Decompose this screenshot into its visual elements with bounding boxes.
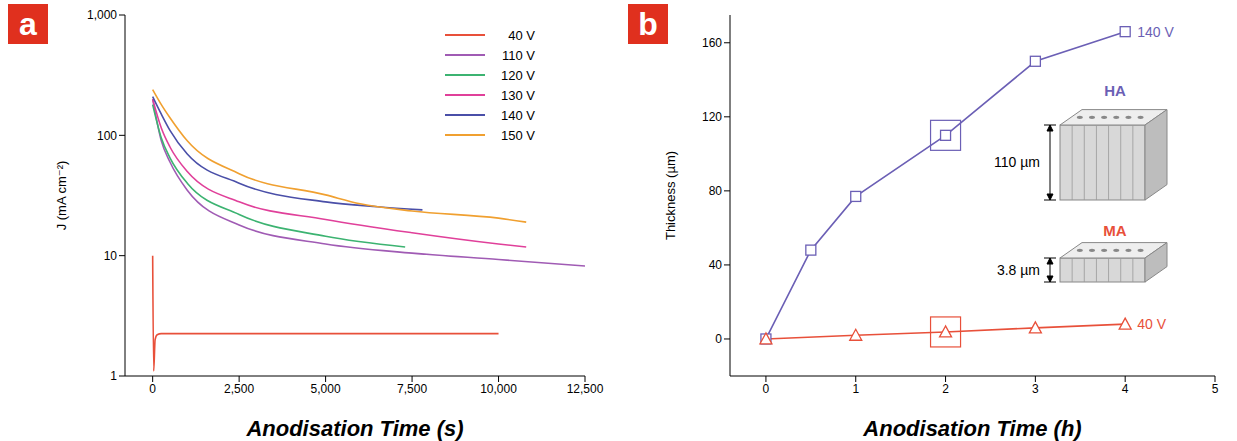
svg-text:110 µm: 110 µm [994, 154, 1040, 170]
svg-text:7,500: 7,500 [397, 382, 427, 396]
svg-text:J (mA cm⁻²): J (mA cm⁻²) [54, 161, 69, 231]
svg-text:3.8 µm: 3.8 µm [997, 262, 1040, 278]
html-text:140 V: 140 V [501, 107, 535, 123]
svg-text:100: 100 [97, 129, 117, 143]
svg-text:1,000: 1,000 [87, 8, 117, 22]
svg-text:10: 10 [104, 249, 118, 263]
svg-text:3: 3 [1032, 382, 1039, 396]
svg-text:Anodisation Time (h): Anodisation Time (h) [862, 416, 1081, 441]
svg-text:1: 1 [110, 369, 117, 383]
svg-text:Anodisation Time (s): Anodisation Time (s) [245, 416, 463, 441]
html-text:150 V: 150 V [501, 127, 535, 143]
svg-text:0: 0 [763, 382, 770, 396]
svg-text:140 V: 140 V [1137, 24, 1174, 40]
svg-text:40: 40 [709, 258, 723, 272]
svg-text:2: 2 [942, 382, 949, 396]
svg-text:5,000: 5,000 [311, 382, 341, 396]
html-text:120 V: 120 V [501, 67, 535, 83]
svg-text:0: 0 [149, 382, 156, 396]
html-text:b: b [638, 6, 658, 42]
html-text:a: a [19, 6, 37, 42]
svg-text:10,000: 10,000 [480, 382, 517, 396]
svg-text:MA: MA [1103, 222, 1126, 239]
svg-text:5: 5 [1212, 382, 1219, 396]
svg-text:1: 1 [852, 382, 859, 396]
svg-text:160: 160 [702, 36, 722, 50]
svg-text:Thickness (µm): Thickness (µm) [663, 151, 678, 240]
svg-text:4: 4 [1122, 382, 1129, 396]
html-text:40 V: 40 V [508, 27, 535, 43]
svg-text:80: 80 [709, 184, 723, 198]
html-text:110 V: 110 V [502, 47, 535, 63]
svg-text:12,500: 12,500 [567, 382, 604, 396]
svg-text:2,500: 2,500 [224, 382, 254, 396]
html-text:130 V: 130 V [501, 87, 535, 103]
svg-text:40 V: 40 V [1137, 316, 1166, 332]
svg-text:120: 120 [702, 110, 722, 124]
svg-text:HA: HA [1104, 82, 1126, 99]
svg-text:0: 0 [715, 332, 722, 346]
